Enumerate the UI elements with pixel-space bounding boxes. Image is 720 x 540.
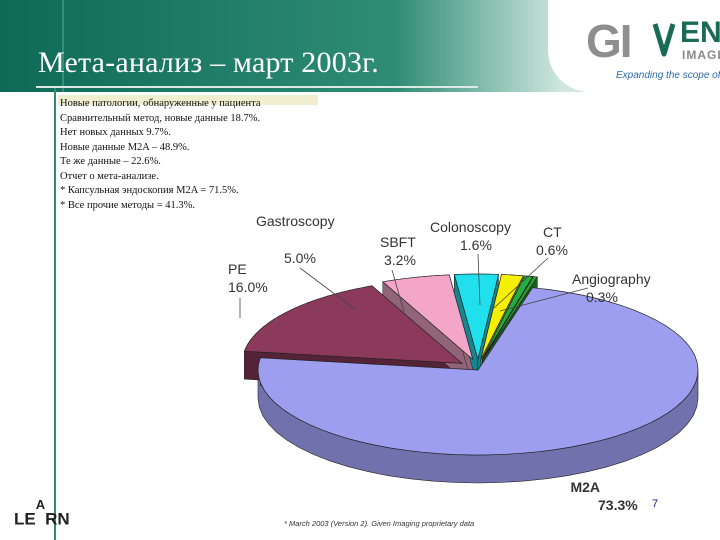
pie-value-m2a: 73.3% [598,497,638,513]
capsule-mark-icon [652,23,676,57]
pie-label-ct: CT [543,224,562,240]
pie-slice-angiography [482,276,539,360]
banner-accent-line [62,0,64,92]
pie-value-ct: 0.6% [536,242,568,258]
pie-slice-m2a [257,287,699,456]
leader-line-sbft [391,269,405,313]
pie-label-sbft: SBFT [380,234,416,250]
title-underline [36,86,478,88]
left-accent-line [54,88,56,540]
pie-label-pe: PE [228,261,247,277]
logo-gi-text: GI [586,15,633,67]
logo-en-text: EN [680,16,720,49]
note-line: Сравнительный метод, новые данные 18.7%. [60,112,261,124]
pie-value-gastroscopy: 5.0% [284,250,316,266]
pie-slice-gastroscopy [382,274,474,361]
logo-tagline: Expanding the scope of GI [616,70,720,81]
pie-slice-colonoscopy [480,274,524,360]
pie-slice-pe [243,285,464,364]
note-line: * Капсульная эндоскопия M2A = 71.5%. [60,185,239,196]
pie-value-sbft: 3.2% [384,252,416,268]
footnote: * March 2003 (Version 2). Given Imaging … [284,519,475,528]
note-line: Отчет о мета-анализе. [60,170,159,182]
pie-label-gastroscopy: Gastroscopy [256,213,335,229]
note-line: * Все прочие методы = 41.3%. [60,199,196,211]
pie-label-angiography: Angiography [572,271,651,287]
pie-value-pe: 16.0% [228,279,268,295]
pie-slice-sbft [453,273,499,361]
leader-line-colonoscopy [477,253,481,306]
leader-line-ct [493,257,549,309]
pie-label-colonoscopy: Colonoscopy [430,219,511,235]
pie-value-colonoscopy: 1.6% [460,237,492,253]
learn-logo: LEARN [14,497,70,529]
page-number: 7 [652,498,659,510]
notes-highlight [58,95,318,105]
pie-value-angiography: 0.3% [586,289,618,305]
slide-title: Мета-анализ – март 2003г. [38,46,379,79]
note-line: Новые патологии, обнаруженные у пациента [60,98,261,109]
logo-imaging-text: IMAGING [682,48,720,62]
leader-line-angiography [499,287,589,312]
pie-label-m2a: M2A [570,479,600,495]
note-line: Новые данные M2A – 48.9%. [60,141,190,153]
notes-block: Новые патологии, обнаруженные у пациента… [58,95,330,213]
note-line: Те же данные – 22.6%. [60,156,161,167]
note-line: Нет новых данных 9.7%. [60,127,171,138]
logo-panel [548,0,720,92]
leader-line-gastroscopy [299,267,357,311]
